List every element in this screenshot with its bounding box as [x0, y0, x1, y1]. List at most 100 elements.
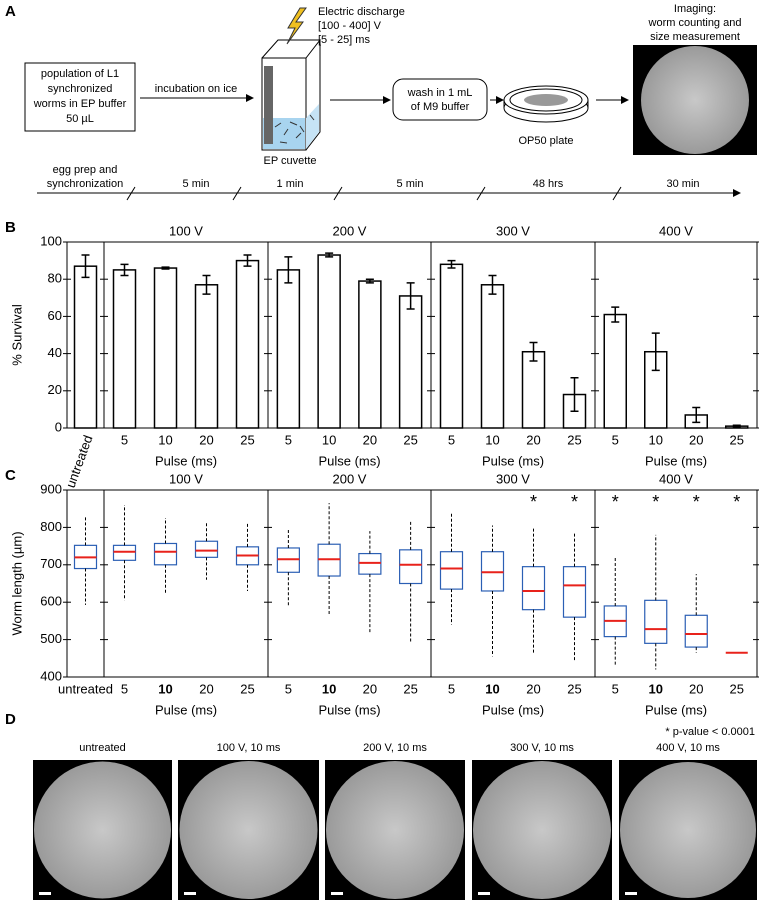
x-axis-label: Pulse (ms)	[318, 453, 380, 468]
scale-bar	[478, 892, 490, 895]
y-tick-label: 100	[40, 233, 62, 248]
lightning-icon	[286, 7, 307, 45]
bar	[73, 265, 98, 429]
x-tick-label: 5	[612, 681, 619, 696]
y-tick-label: 40	[48, 345, 62, 360]
x-tick-label: 5	[448, 681, 455, 696]
start-text: population of L1	[41, 68, 119, 80]
bar	[398, 295, 423, 429]
y-tick-label: 500	[40, 631, 62, 646]
y-tick-label: 60	[48, 308, 62, 323]
x-tick-label: 20	[689, 681, 703, 696]
image-label: 200 V, 10 ms	[363, 742, 427, 754]
panel-letter: A	[5, 3, 16, 20]
x-tick-label: 10	[158, 432, 172, 447]
x-axis-label: Pulse (ms)	[482, 453, 544, 468]
x-tick-label: 10	[649, 432, 663, 447]
bar	[153, 267, 178, 429]
x-tick-label: 20	[199, 432, 213, 447]
x-tick-label: 5	[612, 432, 619, 447]
error-bar	[284, 256, 293, 284]
bar	[358, 280, 382, 429]
imaging-text: worm counting and	[648, 17, 742, 29]
discharge-text: [100 - 400] V	[318, 20, 382, 32]
x-tick-label: 10	[158, 681, 172, 696]
x-tick-label: 20	[526, 681, 540, 696]
footnote: * p-value < 0.0001	[665, 726, 755, 738]
x-tick-label: 25	[403, 681, 417, 696]
x-tick-label: untreated	[58, 681, 113, 696]
error-bar	[570, 377, 579, 413]
timeline-label: synchronization	[47, 178, 123, 190]
wash-text: of M9 buffer	[411, 101, 470, 113]
bar	[317, 254, 341, 429]
timeline-label: 5 min	[183, 178, 210, 190]
significance: *	[571, 492, 578, 512]
y-axis-label: Worm length (µm)	[9, 531, 24, 635]
plate-dish	[326, 761, 464, 899]
error-bar	[651, 332, 660, 372]
bar	[439, 263, 464, 429]
plate-label: OP50 plate	[518, 135, 573, 147]
y-axis-label: % Survival	[9, 304, 24, 366]
x-tick-label: 20	[363, 432, 377, 447]
panel-letter: C	[5, 467, 16, 484]
error-bar	[161, 266, 170, 270]
x-tick-label: 20	[199, 681, 213, 696]
box-body	[644, 599, 668, 644]
x-tick-label: 20	[526, 432, 540, 447]
x-tick-label: 25	[567, 681, 581, 696]
discharge-text: [5 - 25] ms	[318, 34, 370, 46]
group-title: 200 V	[333, 471, 367, 486]
significance: *	[733, 492, 740, 512]
x-tick-label: 10	[485, 432, 499, 447]
error-bar	[692, 406, 701, 424]
bar	[235, 259, 260, 429]
x-axis-label: Pulse (ms)	[318, 702, 380, 717]
error-bar	[202, 274, 211, 295]
cuvette-label: EP cuvette	[264, 155, 317, 167]
panel-letter: B	[5, 219, 16, 236]
box-body	[399, 549, 423, 585]
start-box	[24, 62, 136, 132]
timeline-label: 1 min	[277, 178, 304, 190]
imaging-text: Imaging:	[674, 3, 716, 15]
timeline-label: egg prep and	[53, 164, 118, 176]
bar	[603, 313, 627, 429]
bar	[276, 269, 301, 429]
x-tick-label: 25	[730, 432, 744, 447]
error-bar	[243, 254, 252, 267]
x-tick-label: 25	[240, 681, 254, 696]
box-body	[112, 544, 137, 561]
box-body	[684, 614, 708, 648]
start-text: 50 µL	[66, 113, 94, 125]
y-tick-label: 600	[40, 594, 62, 609]
y-tick-label: 0	[55, 419, 62, 434]
y-tick-label: 900	[40, 481, 62, 496]
x-tick-label: 10	[485, 681, 499, 696]
wash-box	[392, 78, 488, 121]
box-body	[153, 542, 178, 566]
x-tick-label: 5	[448, 432, 455, 447]
error-bar	[120, 263, 129, 277]
wash-text: wash in 1 mL	[407, 87, 473, 99]
plate-dish	[473, 761, 611, 899]
error-bar	[529, 341, 538, 362]
imaging-photo	[633, 45, 757, 155]
plate-dish	[179, 761, 318, 899]
group-title: 400 V	[659, 223, 693, 238]
scale-bar	[625, 892, 637, 895]
scale-bar	[331, 892, 343, 895]
plate-dish	[620, 762, 756, 898]
box-body	[521, 566, 546, 611]
cuvette	[261, 39, 322, 151]
significance: *	[612, 492, 619, 512]
x-axis-label: Pulse (ms)	[482, 702, 544, 717]
timeline-breaks	[126, 186, 622, 201]
x-tick-label: 10	[322, 681, 336, 696]
error-bar	[406, 282, 415, 310]
panel-a-shapes	[24, 7, 757, 201]
imaging-text: size measurement	[650, 31, 740, 43]
x-tick-label: 5	[121, 681, 128, 696]
